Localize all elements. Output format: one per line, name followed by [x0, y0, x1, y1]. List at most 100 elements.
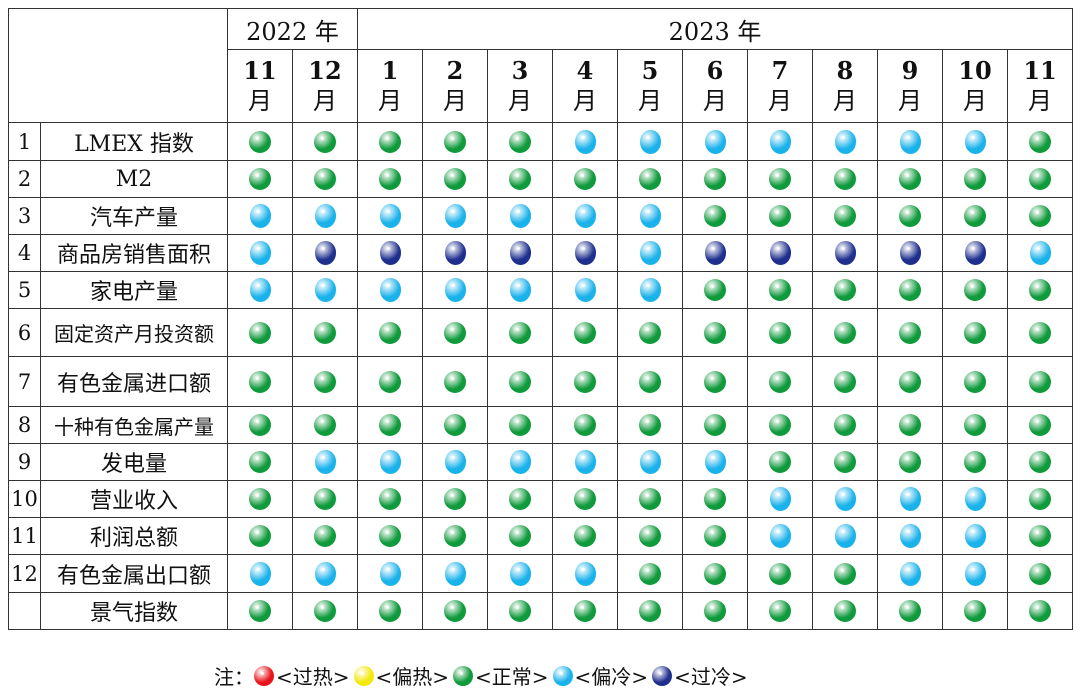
status-cell [812, 406, 878, 444]
status-cool-dot-icon [899, 487, 921, 511]
status-cell [422, 160, 488, 198]
month-unit: 月 [573, 87, 597, 115]
status-cell [942, 406, 1008, 444]
status-normal-dot-icon [1029, 600, 1052, 622]
status-cool-dot-icon [964, 524, 986, 548]
status-normal-dot-icon [704, 168, 726, 190]
status-cell [552, 517, 618, 555]
status-normal-dot-icon [314, 168, 336, 190]
status-cell [747, 160, 813, 198]
status-cell [487, 356, 553, 407]
month-unit: 月 [443, 87, 467, 115]
status-normal-dot-icon [379, 370, 401, 393]
status-normal-dot-icon [249, 130, 271, 153]
status-cell [812, 592, 878, 630]
status-cell [747, 356, 813, 407]
status-cell [812, 480, 878, 518]
status-cell [422, 406, 488, 444]
status-cell [682, 271, 748, 309]
status-normal-dot-icon [704, 414, 726, 436]
status-cell [552, 308, 618, 357]
status-cell [552, 554, 618, 593]
status-normal-dot-icon [769, 451, 791, 473]
status-cell [227, 308, 293, 357]
status-cell [942, 271, 1008, 309]
status-normal-dot-icon [574, 525, 596, 547]
status-cool-dot-icon [444, 561, 466, 586]
status-cool-dot-icon [834, 487, 856, 511]
status-cell [227, 271, 293, 309]
status-cell [487, 160, 553, 198]
status-normal-dot-icon [834, 600, 856, 622]
status-cool-dot-icon [509, 278, 531, 302]
month-number: 9 [901, 56, 919, 85]
status-normal-dot-icon [1029, 130, 1052, 153]
status-cool-dot-icon [574, 278, 596, 302]
status-normal-dot-icon [964, 279, 986, 301]
status-cell [292, 592, 358, 630]
status-cell [877, 160, 943, 198]
status-cell [942, 517, 1008, 555]
status-normal-dot-icon [704, 205, 726, 227]
month-unit: 月 [1028, 87, 1053, 115]
status-normal-dot-icon [899, 370, 921, 393]
status-cell [1006, 406, 1074, 444]
status-cell [227, 592, 293, 630]
status-cell [487, 308, 553, 357]
status-normal-dot-icon [1029, 205, 1052, 227]
legend-overheat-dot-icon [254, 665, 274, 686]
status-cell [617, 356, 683, 407]
status-cell [747, 480, 813, 518]
status-normal-dot-icon [834, 414, 856, 436]
status-normal-dot-icon [314, 370, 336, 393]
legend-overcool-dot-icon [652, 665, 673, 686]
status-normal-dot-icon [639, 168, 661, 190]
status-cell [422, 308, 488, 357]
status-cell [227, 197, 293, 235]
status-cell [747, 592, 813, 630]
table-row: 5 家电产量 [8, 271, 1074, 309]
status-normal-dot-icon [834, 205, 856, 227]
status-normal-dot-icon [769, 168, 791, 190]
status-cell [227, 443, 293, 481]
status-normal-dot-icon [249, 168, 271, 190]
status-cool-dot-icon [509, 204, 531, 228]
status-cell [422, 443, 488, 481]
status-cell [292, 517, 358, 555]
status-cell [1006, 160, 1074, 198]
status-normal-dot-icon [574, 414, 596, 436]
indicator-name: LMEX 指数 [40, 122, 228, 161]
status-cell [942, 234, 1008, 272]
status-cell [292, 308, 358, 357]
status-normal-dot-icon [379, 414, 401, 436]
status-cell [682, 592, 748, 630]
status-cell [877, 517, 943, 555]
status-cell [422, 122, 488, 161]
status-cool-dot-icon [249, 278, 271, 302]
table-row: 4 商品房销售面积 [8, 234, 1074, 272]
status-cell [422, 197, 488, 235]
table-row: 7 有色金属进口额 [8, 356, 1074, 407]
status-cell [617, 592, 683, 630]
status-cool-dot-icon [379, 450, 401, 474]
row-number: 3 [8, 197, 41, 235]
row-number: 6 [8, 308, 41, 357]
status-cell [812, 234, 878, 272]
row-number: 12 [8, 554, 41, 593]
status-cell [357, 197, 423, 235]
status-cell [357, 554, 423, 593]
status-normal-dot-icon [1029, 488, 1052, 510]
legend-item-normal: <正常> [453, 661, 549, 690]
legend-label: <偏热> [375, 665, 450, 689]
legend-item-warm: <偏热> [353, 661, 450, 690]
indicator-name: 商品房销售面积 [40, 234, 228, 272]
status-cell [552, 480, 618, 518]
row-number: 1 [8, 122, 41, 161]
status-cell [227, 122, 293, 161]
status-normal-dot-icon [964, 451, 986, 473]
legend-item-cool: <偏冷> [552, 661, 648, 690]
status-normal-dot-icon [379, 130, 401, 153]
status-cell [292, 160, 358, 198]
